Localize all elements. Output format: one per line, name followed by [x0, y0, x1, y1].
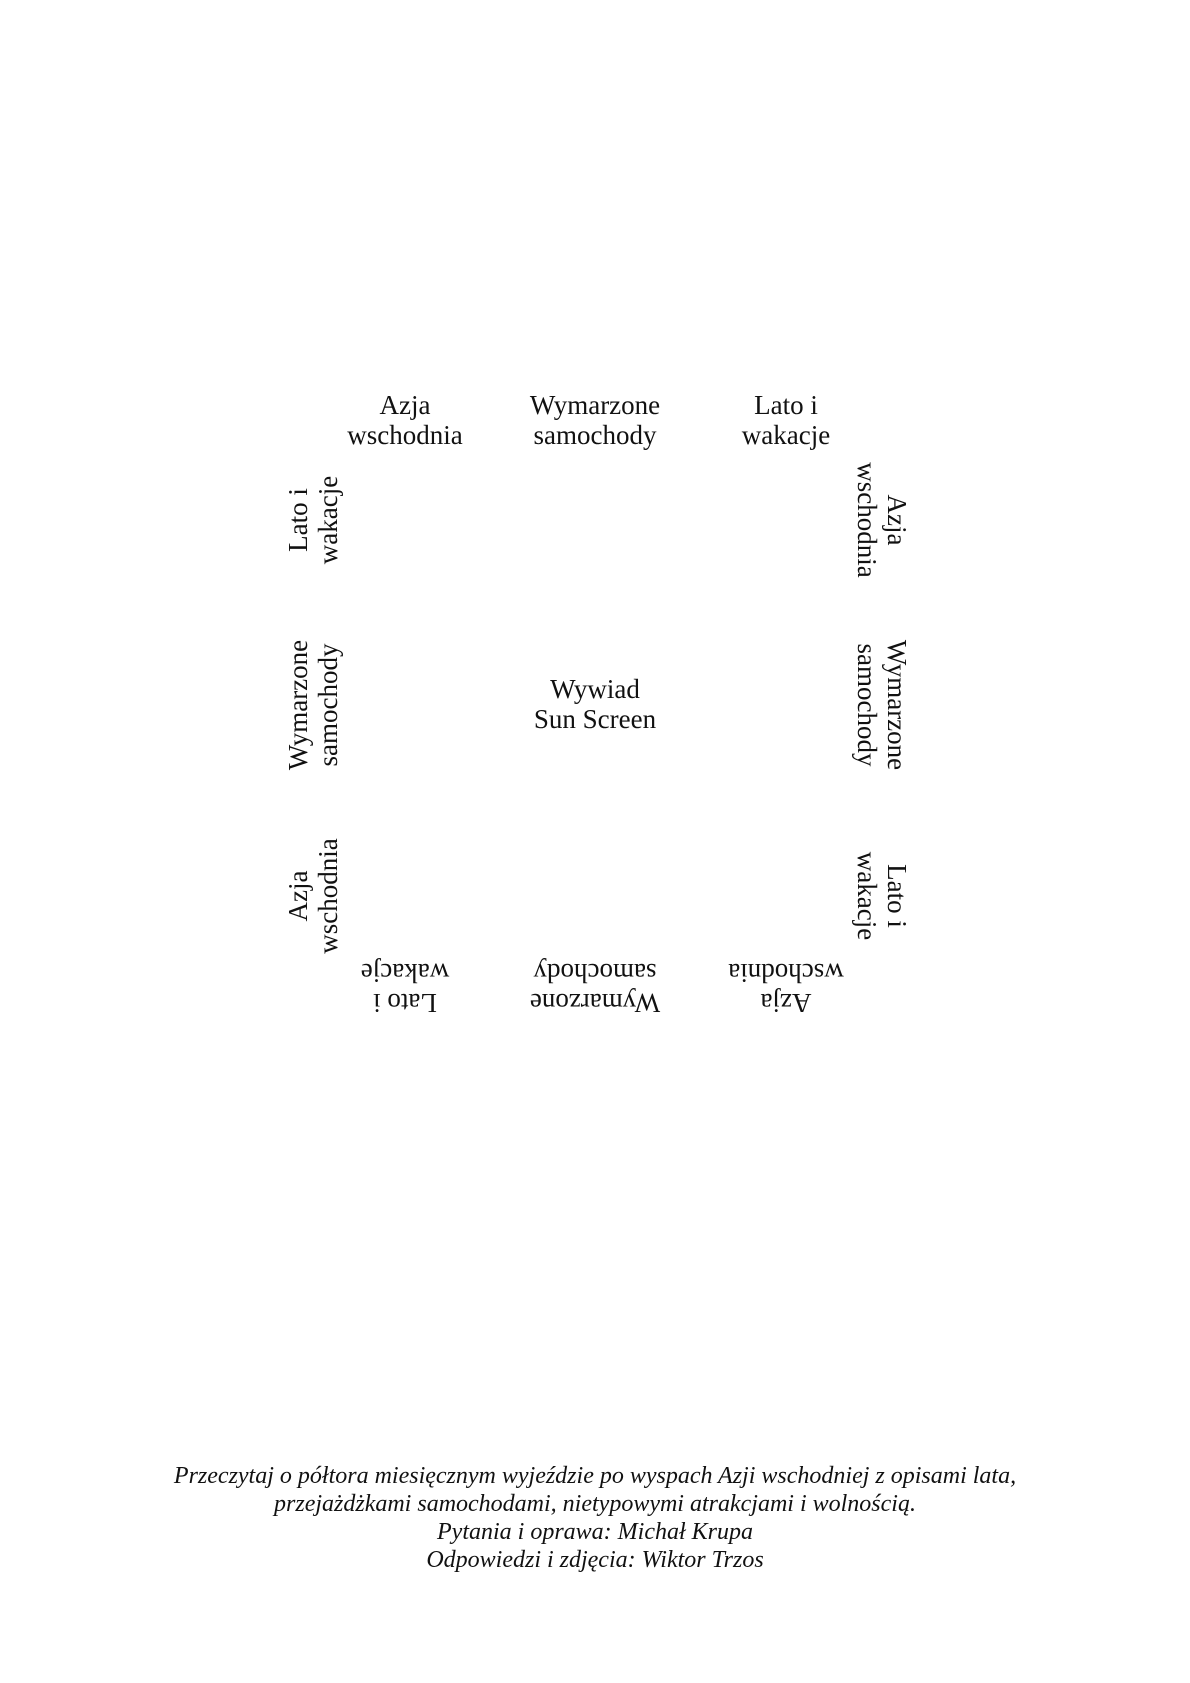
ring-label-line: wakacje — [852, 851, 882, 941]
ring-label-top-3: Lato i wakacje — [666, 385, 906, 455]
center-title: Wywiad Sun Screen — [475, 669, 715, 739]
ring-label-line: samochody — [852, 643, 882, 767]
ring-label-line: Lato i — [754, 390, 818, 420]
center-title-line: Sun Screen — [533, 704, 657, 734]
caption-description-line-1: Przeczytaj o półtora miesięcznym wyjeźdz… — [173, 1463, 1017, 1489]
ring-label-line: Wymarzone — [882, 639, 912, 771]
ring-label-line: Lato i — [882, 864, 912, 928]
ring-label-line: Azja — [283, 870, 313, 922]
center-title-line: Wywiad — [550, 674, 640, 704]
ring-label-line: Azja — [760, 988, 812, 1018]
ring-label-top-2: Wymarzone samochody — [475, 385, 715, 455]
caption-credit-questions: Pytania i oprawa: Michał Krupa — [437, 1519, 753, 1545]
ring-label-line: wschodnia — [313, 838, 343, 954]
ring-label-line: wakacje — [741, 420, 831, 450]
ring-label-line: Wymarzone — [529, 988, 661, 1018]
ring-label-line: wakacje — [360, 958, 450, 988]
ring-label-line: wschodnia — [852, 462, 882, 578]
ring-label-line: Wymarzone — [529, 390, 661, 420]
ring-label-line: Wymarzone — [283, 639, 313, 771]
ring-label-line: samochody — [313, 643, 343, 767]
ring-label-top-1: Azja wschodnia — [285, 385, 525, 455]
ring-label-line: wschodnia — [728, 958, 844, 988]
ring-label-bottom-3: Azja wschodnia — [666, 953, 906, 1023]
ring-label-line: samochody — [533, 420, 657, 450]
ring-label-line: samochody — [533, 958, 657, 988]
ring-label-line: Lato i — [373, 988, 437, 1018]
ring-label-line: Azja — [882, 494, 912, 546]
ring-label-line: wakacje — [313, 475, 343, 565]
caption-block: Przeczytaj o półtora miesięcznym wyjeźdz… — [0, 1462, 1190, 1574]
ring-label-line: Azja — [379, 390, 431, 420]
caption-description-line-2: przejażdżkami samochodami, nietypowymi a… — [274, 1491, 916, 1517]
ring-label-line: Lato i — [283, 488, 313, 552]
ring-label-line: wschodnia — [347, 420, 463, 450]
caption-credit-answers: Odpowiedzi i zdjęcia: Wiktor Trzos — [426, 1547, 764, 1573]
